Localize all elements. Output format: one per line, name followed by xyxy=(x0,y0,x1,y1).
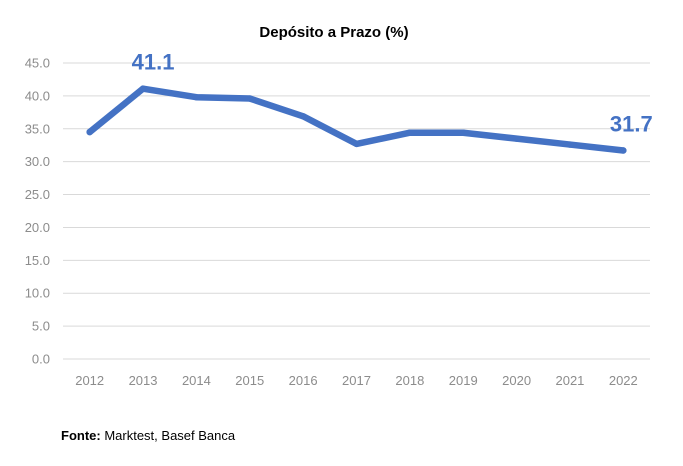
source-label: Fonte: xyxy=(61,428,101,443)
y-tick-label: 35.0 xyxy=(25,121,50,136)
data-label: 41.1 xyxy=(132,50,175,75)
data-point xyxy=(86,128,93,136)
y-tick-label: 10.0 xyxy=(25,286,50,301)
chart-title: Depósito a Prazo (%) xyxy=(259,24,408,41)
y-tick-label: 5.0 xyxy=(32,319,50,334)
y-tick-label: 45.0 xyxy=(25,56,50,71)
y-tick-label: 30.0 xyxy=(25,154,50,169)
data-point xyxy=(193,94,200,101)
data-point xyxy=(139,85,147,92)
y-tick-label: 25.0 xyxy=(25,187,50,202)
y-axis-ticks: 0.0 5.0 10.0 15.0 20.0 25.0 30.0 35.0 40.0 45.0 xyxy=(25,56,50,367)
data-point xyxy=(620,147,627,154)
x-tick-label: 2012 xyxy=(75,373,104,388)
x-tick-label: 2022 xyxy=(609,373,638,388)
x-tick-label: 2014 xyxy=(182,373,211,388)
x-tick-label: 2017 xyxy=(342,373,371,388)
x-tick-label: 2016 xyxy=(289,373,318,388)
x-tick-label: 2015 xyxy=(235,373,264,388)
gridlines xyxy=(63,62,650,360)
y-tick-label: 15.0 xyxy=(25,253,50,268)
data-point xyxy=(299,113,307,120)
data-label: 31.7 xyxy=(610,111,653,136)
x-tick-label: 2020 xyxy=(502,373,531,388)
data-point xyxy=(246,95,253,102)
x-tick-label: 2018 xyxy=(395,373,424,388)
data-point xyxy=(513,135,520,142)
data-labels: 41.1 31.7 xyxy=(132,50,653,137)
x-tick-label: 2019 xyxy=(449,373,478,388)
y-tick-label: 40.0 xyxy=(25,88,50,103)
data-point xyxy=(406,129,414,136)
x-axis-ticks: 2012 2013 2014 2015 2016 2017 2018 2019 2020 2021… xyxy=(75,373,638,388)
series-group xyxy=(86,85,627,154)
y-tick-label: 20.0 xyxy=(25,220,50,235)
source-note: Fonte: Marktest, Basef Banca xyxy=(61,428,235,443)
y-tick-label: 0.0 xyxy=(32,352,50,367)
data-point xyxy=(460,129,467,136)
x-tick-label: 2013 xyxy=(129,373,158,388)
x-tick-label: 2021 xyxy=(555,373,584,388)
data-point xyxy=(353,140,360,148)
data-point xyxy=(566,141,574,148)
source-text: Marktest, Basef Banca xyxy=(100,428,236,443)
